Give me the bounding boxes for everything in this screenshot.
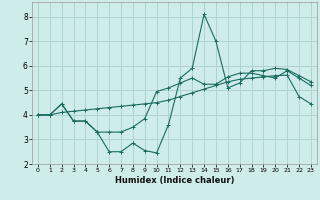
X-axis label: Humidex (Indice chaleur): Humidex (Indice chaleur)	[115, 176, 234, 185]
